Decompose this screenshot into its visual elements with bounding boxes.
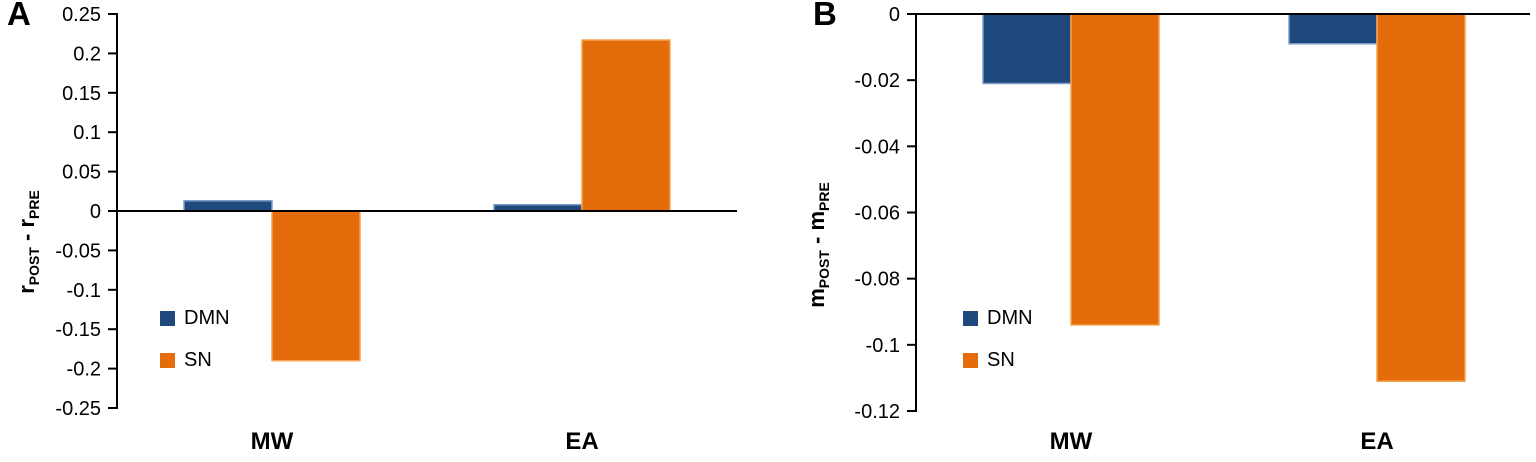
legend-item-dmn: DMN — [160, 308, 230, 328]
legend-item-dmn: DMN — [963, 308, 1033, 328]
y-tick-label: 0.15 — [62, 83, 101, 105]
x-category-label: EA — [1360, 428, 1393, 455]
y-tick-label: -0.06 — [854, 203, 900, 225]
panel-b-plot: 0 -0.02 -0.04 -0.06 -0.08 -0.1 -0.12 MW EA — [854, 4, 1530, 455]
bar-dmn-mw — [183, 200, 273, 212]
legend-swatch-sn — [963, 352, 978, 368]
y-tick-label: -0.1 — [67, 280, 101, 302]
y-tick-label: -0.02 — [854, 70, 900, 92]
legend-label: SN — [987, 349, 1015, 371]
y-tick-label: 0.2 — [73, 43, 101, 65]
panel-a-letter: A — [7, 0, 31, 32]
y-tick-label: 0.05 — [62, 162, 101, 184]
bar-dmn-ea — [1288, 13, 1378, 45]
legend-swatch-sn — [160, 352, 175, 368]
bar-sn-ea — [1376, 13, 1466, 382]
panel-a: A rPOST - rPRE 0.25 0.2 0.15 0.1 0.05 0 -0.05-… — [7, 0, 737, 455]
legend-label: DMN — [987, 307, 1033, 329]
y-tick-label: -0.12 — [854, 401, 900, 423]
y-tick-label: -0.2 — [67, 359, 101, 381]
x-category-label: EA — [565, 428, 598, 455]
legend-item-sn: SN — [963, 350, 1015, 370]
bar-sn-mw — [271, 210, 361, 362]
y-tick-label: 0 — [90, 201, 101, 223]
legend-item-sn: SN — [160, 350, 212, 370]
y-tick-label: 0 — [889, 4, 900, 26]
bar-sn-ea — [581, 39, 671, 212]
legend-label: SN — [184, 349, 212, 371]
x-category-label: MW — [1050, 428, 1093, 455]
y-tick-label: 0.25 — [62, 4, 101, 26]
panel-a-plot: 0.25 0.2 0.15 0.1 0.05 0 -0.05 -0.1 -0.15 -0.2 -0.… — [55, 4, 737, 455]
legend-swatch-dmn — [963, 310, 978, 326]
y-tick-label: -0.1 — [866, 335, 900, 357]
legend-swatch-dmn — [160, 310, 175, 326]
y-tick-label: -0.05 — [55, 240, 101, 262]
bar-sn-mw — [1070, 13, 1160, 326]
y-tick-label: -0.04 — [854, 136, 900, 158]
y-tick-label: -0.15 — [55, 319, 101, 341]
legend-label: DMN — [184, 307, 230, 329]
bar-dmn-mw — [982, 13, 1072, 85]
y-tick-label: -0.25 — [55, 398, 101, 420]
y-tick-label: 0.1 — [73, 122, 101, 144]
y-tick-label: -0.08 — [854, 269, 900, 291]
panel-b: B mPOST - mPRE 0 -0.02 -0.04 -0.06 -0.08 -0.1… — [768, 0, 1536, 462]
panel-b-letter: B — [813, 0, 837, 32]
x-category-label: MW — [251, 428, 294, 455]
